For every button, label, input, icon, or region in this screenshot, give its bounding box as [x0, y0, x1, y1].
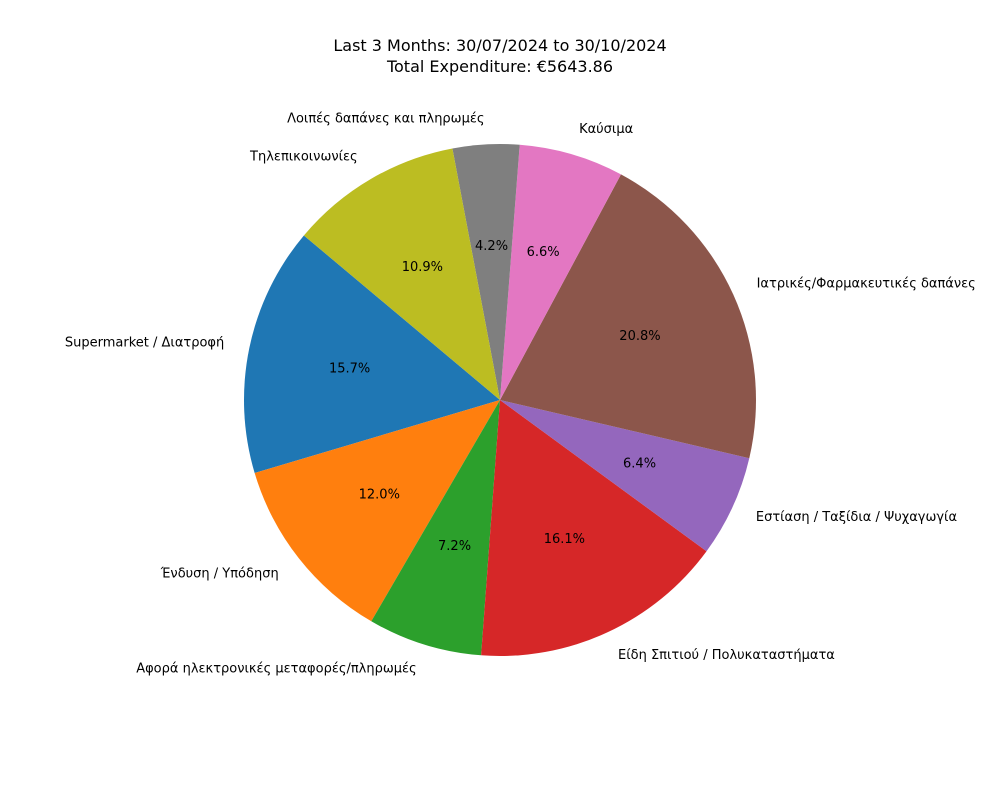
slice-percent-label: 6.4% [623, 457, 656, 472]
slice-percent-label: 10.9% [402, 260, 443, 275]
chart-title-line-2: Total Expenditure: €5643.86 [386, 57, 613, 76]
pie-slice-1 [243, 235, 500, 474]
pie-slice-5 [500, 400, 750, 552]
pie-slice-7 [500, 144, 621, 400]
pie-slice-2 [254, 400, 500, 622]
slice-category-label: Ένδυση / Υπόδηση [160, 567, 279, 582]
pie-labels: Supermarket / Διατροφή 15.7% Ένδυση / Υπόδ… [65, 111, 976, 676]
slice-category-label: Ιατρικές/Φαρμακευτικές δαπάνες [757, 277, 976, 292]
chart-title: Last 3 Months: 30/07/2024 to 30/10/2024 … [333, 36, 666, 76]
chart-title-line-1: Last 3 Months: 30/07/2024 to 30/10/2024 [333, 36, 666, 55]
slice-category-label: Supermarket / Διατροφή [65, 335, 224, 350]
pie-slice-8 [452, 144, 520, 400]
pie-slices [243, 144, 756, 656]
slice-percent-label: 7.2% [438, 539, 471, 554]
pie-slice-6 [500, 174, 756, 459]
slice-category-label: Είδη Σπιτιού / Πολυκαταστήματα [618, 648, 835, 663]
slice-percent-label: 6.6% [527, 245, 560, 260]
pie-slice-9 [303, 148, 500, 400]
slice-category-label: Αφορά ηλεκτρονικές μεταφορές/πληρωμές [136, 662, 416, 677]
slice-percent-label: 15.7% [329, 361, 370, 376]
slice-percent-label: 12.0% [359, 487, 400, 502]
slice-category-label: Λοιπές δαπάνες και πληρωμές [287, 111, 484, 126]
slice-category-label: Εστίαση / Ταξίδια / Ψυχαγωγία [756, 510, 957, 525]
slice-percent-label: 4.2% [475, 239, 508, 254]
slice-percent-label: 16.1% [544, 532, 585, 547]
pie-slice-3 [371, 400, 500, 656]
slice-category-label: Τηλεπικοινωνίες [249, 150, 358, 165]
slice-percent-label: 20.8% [619, 329, 660, 344]
pie-slice-4 [481, 400, 707, 656]
slice-category-label: Καύσιμα [579, 122, 633, 137]
